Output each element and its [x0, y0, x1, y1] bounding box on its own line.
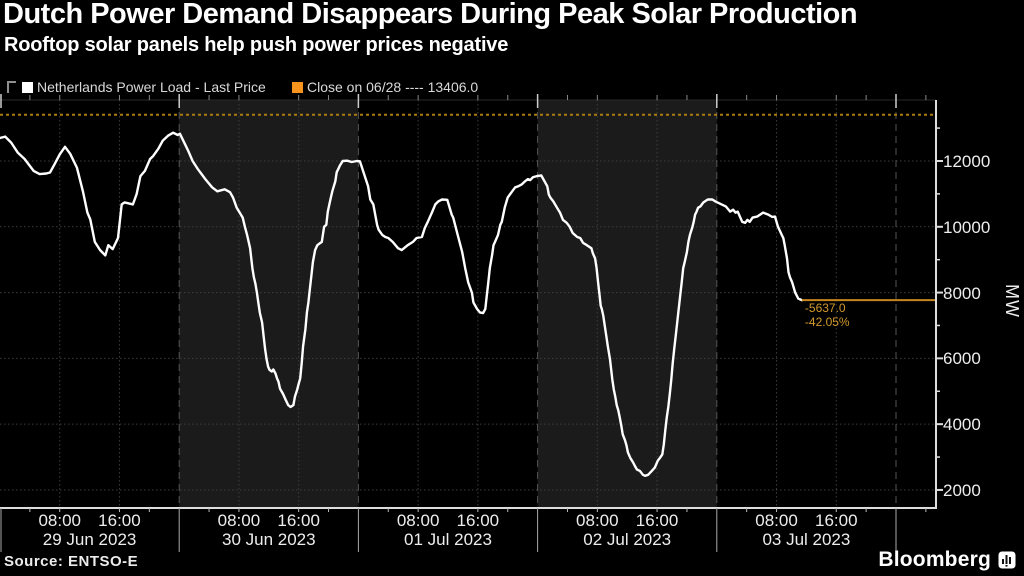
- legend-item-close: Close on 06/28 ---- 13406.0: [292, 79, 478, 95]
- y-tick-label: 2000: [943, 480, 981, 500]
- close-marker-icon: [292, 81, 303, 93]
- y-axis-unit-label: MW: [1002, 284, 1022, 318]
- time-tick-label: 08:00: [755, 511, 798, 530]
- power-load-series-line: [0, 131, 804, 477]
- bloomberg-logo: Bloomberg: [878, 548, 1016, 572]
- time-tick-label: 16:00: [98, 511, 141, 530]
- date-label: 29 Jun 2023: [42, 530, 137, 549]
- time-tick-label: 08:00: [396, 511, 440, 530]
- y-tick-label: 12000: [943, 151, 991, 171]
- day-shaded-band: [179, 100, 359, 508]
- time-tick-label: 16:00: [635, 511, 679, 530]
- date-label: 02 Jul 2023: [583, 530, 672, 549]
- last-price-pct-annotation: -42.05%: [804, 315, 850, 330]
- y-tick-label: 6000: [943, 349, 981, 369]
- legend-label: Close on 06/28 ---- 13406.0: [307, 79, 479, 95]
- y-tick-label: 4000: [943, 415, 981, 435]
- y-tick-label: 8000: [943, 283, 981, 303]
- last-price-delta-annotation: -5637.0: [804, 301, 846, 316]
- y-tick-label: 10000: [943, 217, 991, 237]
- page-subtitle: Rooftop solar panels help push power pri…: [4, 34, 509, 56]
- legend-label: Netherlands Power Load - Last Price: [37, 79, 266, 95]
- series-marker-icon: [22, 81, 33, 93]
- time-tick-label: 16:00: [277, 511, 320, 530]
- time-tick-label: 08:00: [576, 511, 619, 530]
- date-label: 30 Jun 2023: [222, 530, 316, 549]
- source-note: Source: ENTSO-E: [4, 553, 139, 570]
- date-label: 03 Jul 2023: [762, 530, 851, 549]
- time-tick-label: 08:00: [38, 511, 81, 530]
- day-shaded-band: [537, 100, 717, 508]
- legend-item-power-load: Netherlands Power Load - Last Price: [7, 79, 266, 95]
- time-tick-label: 16:00: [814, 511, 858, 530]
- time-tick-label: 16:00: [456, 511, 500, 530]
- date-label: 01 Jul 2023: [404, 530, 492, 549]
- time-tick-label: 08:00: [217, 511, 261, 530]
- page-title: Dutch Power Demand Disappears During Pea…: [3, 0, 858, 30]
- legend-tree-icon: [7, 81, 16, 93]
- bloomberg-terminal-icon: [998, 551, 1016, 569]
- bloomberg-wordmark: Bloomberg: [878, 548, 991, 571]
